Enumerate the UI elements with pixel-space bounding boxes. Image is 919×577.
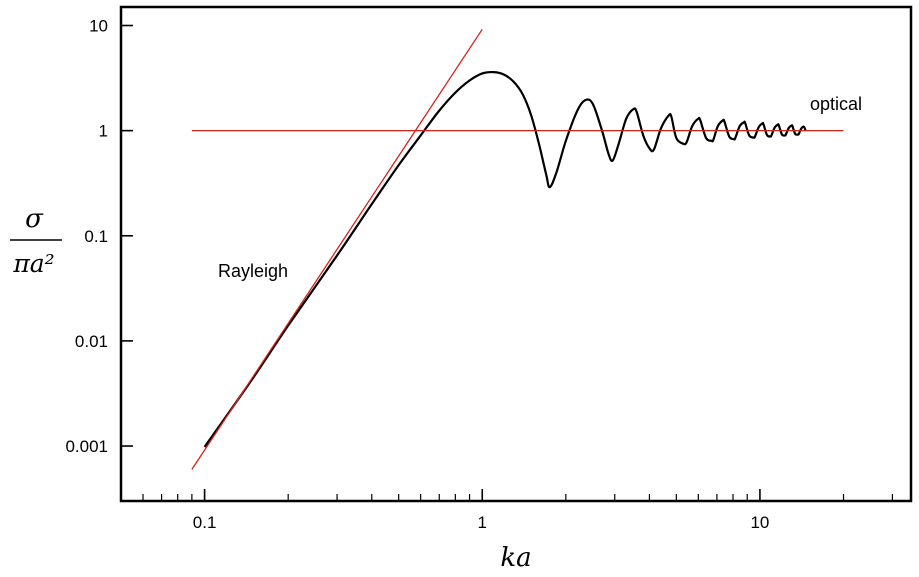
plot-frame: [119, 5, 913, 503]
y-tick-label: 0.001: [65, 437, 108, 456]
annotation-rayleigh: Rayleigh: [218, 261, 288, 281]
y-tick-label: 10: [89, 17, 108, 36]
y-axis-label-numerator: σ: [25, 204, 44, 234]
x-tick-labels: 0.1 1 10: [193, 513, 770, 532]
y-tick-labels: 0.001 0.01 0.1 1 10: [65, 17, 108, 457]
x-tick-label: 0.1: [193, 513, 217, 532]
x-tick-label: 10: [750, 513, 769, 532]
y-tick-label: 1: [99, 122, 108, 141]
x-axis-label: ka: [500, 543, 531, 573]
x-tick-label: 1: [478, 513, 487, 532]
y-axis-label-denominator: πa²: [12, 249, 54, 278]
annotation-optical: optical: [810, 94, 862, 114]
rayleigh-asymptote-line: [191, 28, 483, 470]
exact-cross-section-curve: [203, 70, 807, 448]
y-tick-label: 0.01: [75, 332, 108, 351]
axis-ticks: [120, 24, 894, 501]
y-tick-label: 0.1: [84, 227, 108, 246]
series-lines: [191, 28, 844, 470]
